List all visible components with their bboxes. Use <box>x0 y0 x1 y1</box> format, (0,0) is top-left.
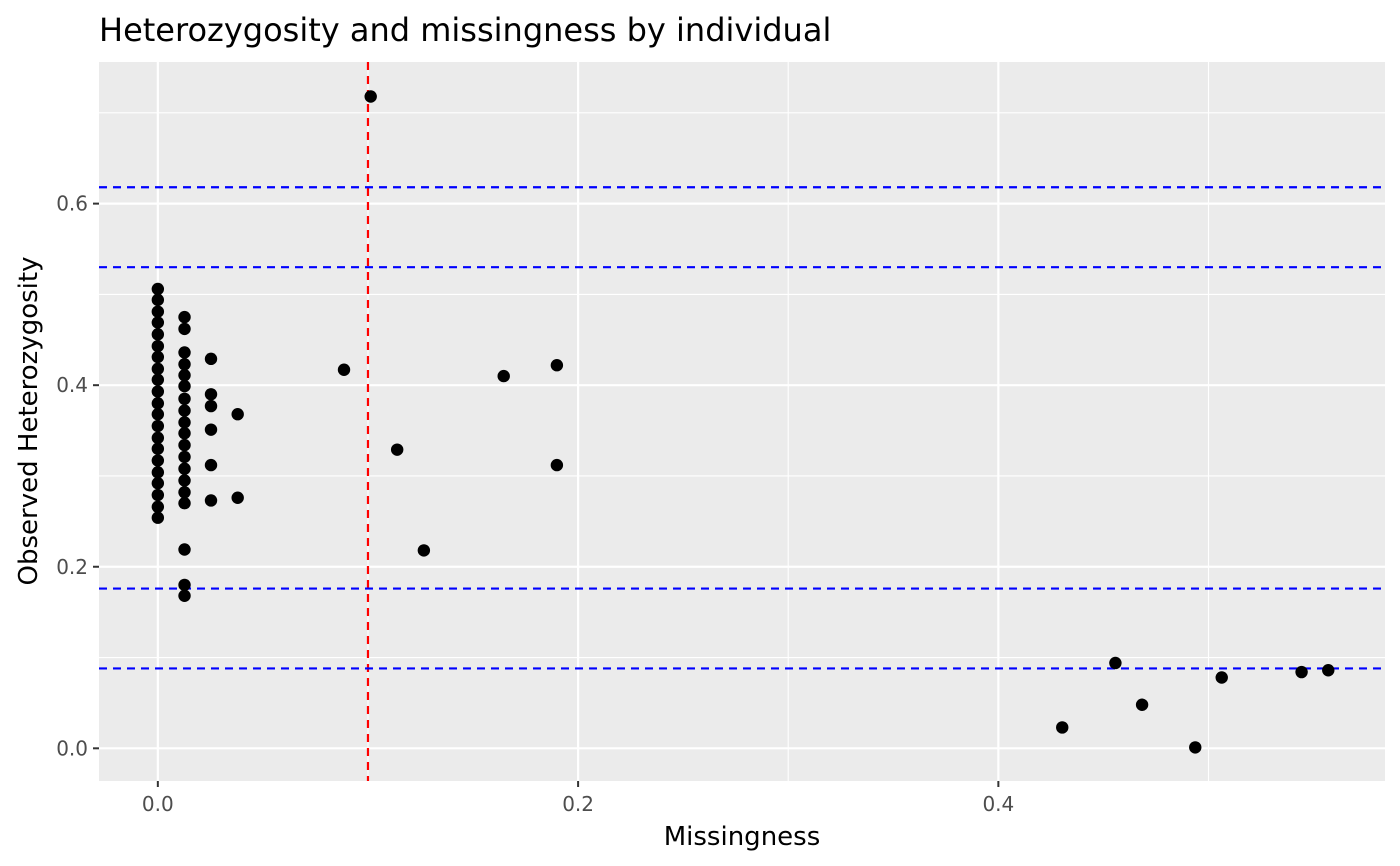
chart-title: Heterozygosity and missingness by indivi… <box>99 11 831 49</box>
data-point <box>151 500 165 514</box>
data-point <box>151 385 165 398</box>
data-point <box>151 466 165 479</box>
data-point <box>151 350 165 364</box>
data-point <box>151 282 165 296</box>
data-point <box>497 369 510 383</box>
data-point <box>178 450 191 464</box>
data-point <box>178 416 191 429</box>
data-point <box>337 363 351 376</box>
y-tick-label: 0.0 <box>56 736 88 760</box>
x-axis-title: Missingness <box>664 822 821 852</box>
data-point <box>204 399 218 413</box>
data-point <box>1135 698 1149 711</box>
data-point <box>151 419 165 433</box>
data-point <box>178 474 191 487</box>
data-point <box>178 497 191 510</box>
data-point <box>364 90 377 103</box>
x-axis-ticks: 0.0 0.2 0.4 <box>142 781 1014 816</box>
major-gridlines <box>99 62 1385 781</box>
reference-lines <box>99 62 1385 781</box>
data-point <box>178 346 191 359</box>
y-tick-label: 0.2 <box>56 555 88 579</box>
data-point <box>178 358 191 371</box>
data-point <box>178 578 191 592</box>
data-point <box>151 293 165 307</box>
data-point <box>178 427 191 440</box>
data-point <box>178 392 191 406</box>
data-point <box>204 458 218 472</box>
minor-gridlines <box>99 62 1385 781</box>
x-tick-label: 0.2 <box>562 792 594 816</box>
data-point <box>151 397 165 410</box>
data-point <box>1295 665 1308 679</box>
data-point <box>151 328 165 341</box>
data-point <box>151 305 165 318</box>
data-point <box>231 491 244 504</box>
data-point <box>151 442 165 455</box>
data-point <box>550 359 564 372</box>
data-point <box>151 316 165 329</box>
data-point <box>178 379 191 393</box>
data-point <box>151 339 165 353</box>
data-point <box>204 423 218 436</box>
data-point <box>178 322 191 336</box>
y-tick-label: 0.4 <box>56 373 88 397</box>
data-point <box>178 310 191 324</box>
data-point <box>1109 656 1122 670</box>
y-axis-ticks: 0.0 0.2 0.4 0.6 <box>56 192 99 760</box>
data-point <box>1215 671 1228 684</box>
x-tick-label: 0.0 <box>142 792 174 816</box>
data-point <box>178 438 191 452</box>
data-point <box>1056 721 1069 734</box>
plot-panel <box>99 62 1385 781</box>
data-point <box>204 494 218 507</box>
data-point <box>178 486 191 499</box>
data-point <box>178 404 191 417</box>
data-point <box>1322 664 1335 677</box>
data-point <box>231 408 244 421</box>
data-point <box>204 352 218 366</box>
data-point <box>417 544 431 557</box>
data-point <box>550 458 564 472</box>
data-point <box>151 373 165 386</box>
data-point <box>151 511 165 524</box>
data-point <box>151 488 165 502</box>
data-point <box>178 543 191 556</box>
y-axis-title: Observed Heterozygosity <box>14 257 44 586</box>
data-point <box>204 388 218 401</box>
y-tick-label: 0.6 <box>56 192 88 216</box>
data-point <box>151 477 165 490</box>
data-point <box>178 369 191 382</box>
data-point <box>178 589 191 603</box>
data-point <box>151 431 165 445</box>
data-point <box>390 443 404 456</box>
data-point <box>1189 741 1202 754</box>
x-tick-label: 0.4 <box>982 792 1014 816</box>
data-point <box>151 454 165 467</box>
data-points <box>151 90 1335 754</box>
data-point <box>151 408 165 421</box>
data-point <box>151 362 165 376</box>
data-point <box>178 462 191 475</box>
